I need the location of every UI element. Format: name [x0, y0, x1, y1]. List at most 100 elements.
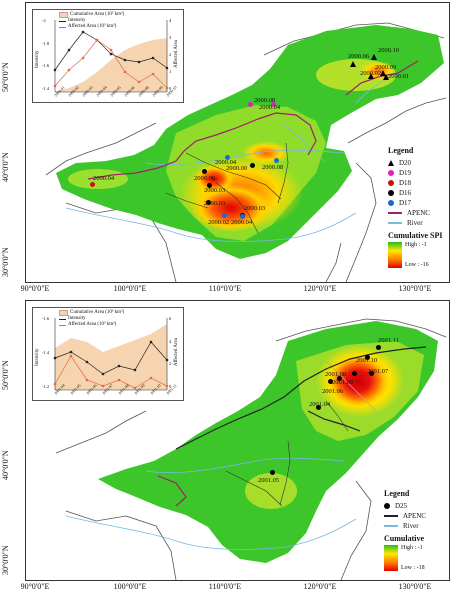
bottom-scale-low: Low : -18: [401, 565, 425, 571]
top-scale-bar: [388, 242, 402, 268]
inset-left-tick: -1.6: [42, 316, 49, 321]
top-inset-chart: Cumulative Area (10³ km²) Intensity Affe…: [32, 9, 184, 103]
line-symbol-icon: [388, 222, 402, 224]
top-map-panel: 2000.10 2000.06 2000.09 2000.01 2000.02 2000.…: [0, 0, 452, 297]
event-triangle-marker: [371, 54, 377, 60]
event-date-label: 2000.01: [388, 73, 409, 80]
top-scale-high: High : -1: [405, 242, 429, 248]
legend-row: D25: [384, 501, 426, 511]
event-date-label: 2000.03: [204, 200, 225, 207]
top-scale-title: Cumulative SPI: [388, 231, 442, 240]
event-date-label: 2000.06: [194, 175, 215, 182]
bottom-inset-left-axis-label: Intensity: [35, 349, 40, 367]
event-date-label: 2001.09: [332, 379, 353, 386]
legend-label: D17: [399, 199, 411, 207]
event-date-label: 2000.10: [378, 47, 399, 54]
event-date-label: 2001.10: [356, 357, 377, 364]
legend-label: River: [403, 522, 419, 530]
bottom-map-panel: 2001.11 2001.10 2001.07 2001.09 2001.08 2001.…: [0, 298, 452, 595]
event-date-label: 2000.03: [244, 205, 265, 212]
legend-row: D17: [388, 198, 442, 208]
event-dot-marker: [274, 158, 279, 163]
lon-label: 110°0'0"E: [209, 284, 242, 293]
bottom-scale: High : -1 Low : -18: [384, 545, 426, 571]
lon-label: 120°0'0"E: [304, 582, 337, 591]
lon-label: 110°0'0"E: [209, 582, 242, 591]
legend-label: D19: [399, 169, 411, 177]
dot-marker-icon: [388, 200, 394, 206]
inset-right-tick: 6: [169, 316, 171, 321]
line-symbol-icon: [384, 515, 398, 517]
top-scale-low: Low : -16: [405, 262, 429, 268]
bottom-inset-right-axis-label: Affected Area: [174, 338, 179, 366]
event-dot-marker: [90, 182, 95, 187]
dot-marker-icon: [388, 180, 394, 186]
legend-row: D19: [388, 168, 442, 178]
event-dot-marker: [222, 213, 227, 218]
top-inset-legend: Cumulative Area (10³ km²) Intensity Affe…: [59, 12, 124, 30]
event-date-label: 2000.04: [231, 219, 252, 226]
legend-label: D20: [399, 159, 411, 167]
legend-label: River: [407, 219, 423, 227]
inset-left-tick: -1.2: [42, 384, 49, 389]
top-scale: High : -1 Low : -16: [388, 242, 442, 268]
top-inset-right-axis-label: Affected Area: [174, 40, 179, 68]
inset-left-tick: -1.4: [42, 86, 49, 91]
lon-label: 130°0'0"E: [399, 582, 432, 591]
legend-label: D16: [399, 189, 411, 197]
event-dot-marker: [328, 379, 333, 384]
event-date-label: 2000.02: [360, 70, 381, 77]
lat-label: 40°0'0"N: [1, 152, 10, 182]
lon-label: 120°0'0"E: [304, 284, 337, 293]
event-dot-marker: [248, 102, 253, 107]
bottom-map-frame: 2001.11 2001.10 2001.07 2001.09 2001.08 2001.…: [25, 300, 450, 581]
legend-row: D18: [388, 178, 442, 188]
lon-label: 130°0'0"E: [399, 284, 432, 293]
legend-row: D20: [388, 158, 442, 168]
lat-label: 30°0'0"N: [1, 545, 10, 575]
legend-row: D16: [388, 188, 442, 198]
lon-label: 100°0'0"E: [114, 582, 147, 591]
event-dot-marker: [202, 169, 207, 174]
event-date-label: 2000.04: [93, 175, 114, 182]
inset-left-tick: -1.4: [42, 350, 49, 355]
event-date-label: 2000.08: [262, 164, 283, 171]
event-date-label: 2000.02: [208, 219, 229, 226]
event-dot-marker: [270, 470, 275, 475]
bottom-inset-legend: Cumulative Area (10³ km²) Intensity Affe…: [59, 310, 124, 328]
bottom-scale-title: Cumulative: [384, 534, 426, 543]
event-date-label: 2001.11: [378, 337, 399, 344]
event-date-label: 2000.06: [348, 53, 369, 60]
lat-label: 40°0'0"N: [1, 450, 10, 480]
legend-row: River: [384, 521, 426, 531]
event-date-label: 2001.07: [367, 368, 388, 375]
inset-legend-affected: Affected Area (10³ km²): [68, 322, 116, 328]
bottom-scale-bar: [384, 545, 398, 571]
line-symbol-icon: [388, 212, 402, 214]
bottom-legend: Legend D25 APENC River Cumulative High : -…: [384, 489, 426, 571]
top-inset-left-axis-label: Intensity: [35, 51, 40, 69]
legend-label: APENC: [403, 512, 426, 520]
lon-label: 90°0'0"E: [21, 582, 50, 591]
event-date-label: 2001.04: [309, 401, 330, 408]
dot-marker-icon: [388, 170, 394, 176]
bottom-lon-labels: 90°0'0"E 100°0'0"E 110°0'0"E 120°0'0"E 130°0…: [25, 582, 448, 594]
event-date-label: 2001.08: [325, 371, 346, 378]
event-dot-marker: [376, 345, 381, 350]
inset-right-tick: 2: [169, 361, 171, 366]
lat-label: 50°0'0"N: [1, 360, 10, 390]
event-date-label: 2001.06: [322, 388, 343, 395]
legend-row: River: [388, 218, 442, 228]
bottom-legend-title: Legend: [384, 489, 426, 498]
line-symbol-icon: [384, 525, 398, 527]
bottom-scale-high: High : -1: [401, 545, 425, 551]
lon-label: 90°0'0"E: [21, 284, 50, 293]
event-triangle-marker: [350, 61, 356, 67]
inset-left-tick: -2: [42, 18, 46, 23]
event-date-label: 2001.05: [258, 477, 279, 484]
inset-right-tick: 4: [169, 339, 171, 344]
top-legend-items: D20 D19 D18 D16 D17 APENC River: [388, 158, 442, 228]
inset-left-tick: -1.6: [42, 63, 49, 68]
legend-row: APENC: [384, 511, 426, 521]
lon-label: 100°0'0"E: [114, 284, 147, 293]
